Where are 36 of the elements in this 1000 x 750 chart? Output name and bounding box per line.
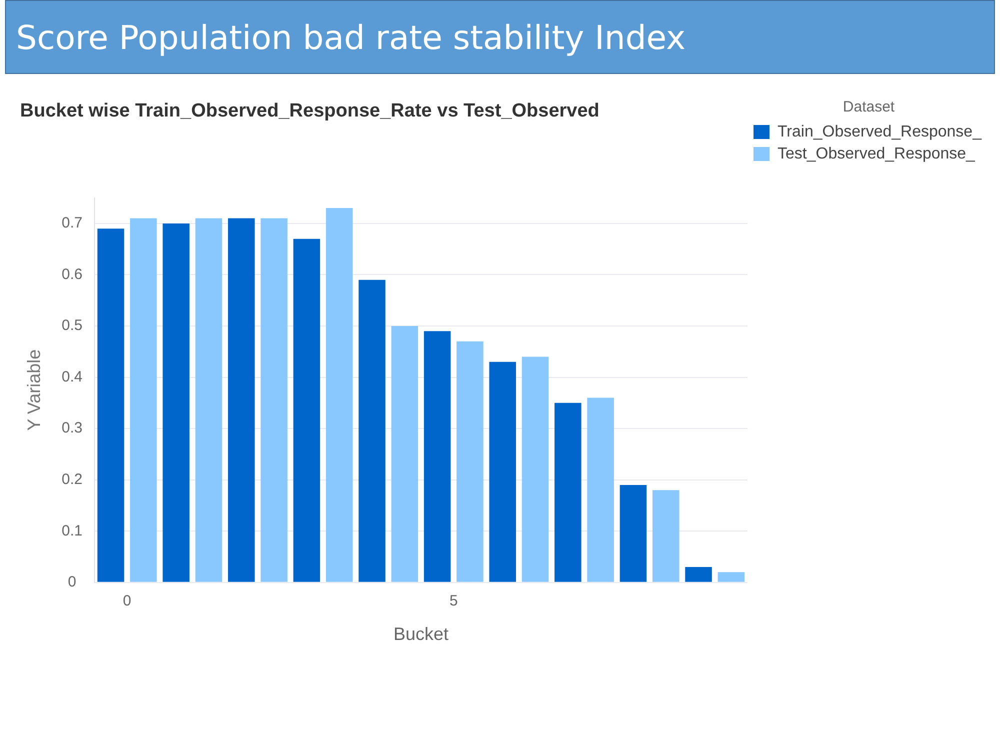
chart-subtitle: Bucket wise Train_Observed_Response_Rate vs Test_Observed — [20, 100, 600, 122]
bar — [391, 326, 418, 582]
bar — [685, 567, 712, 582]
bar — [358, 280, 386, 582]
x-axis-title: Bucket — [393, 624, 448, 644]
legend-label: Test_Observed_Response_ — [778, 145, 976, 162]
y-tick-label: 0.7 — [62, 214, 82, 232]
bar — [130, 218, 157, 582]
bar — [489, 362, 516, 582]
bar — [260, 218, 288, 582]
bar — [97, 228, 124, 582]
y-tick-label: 0.6 — [62, 266, 82, 283]
bar — [587, 398, 614, 582]
y-tick-label: 0.1 — [62, 522, 82, 540]
legend-label: Train_Observed_Response_ — [778, 123, 983, 140]
bar — [424, 331, 451, 582]
y-tick-label: 0.4 — [62, 368, 82, 386]
y-tick-label: 0.3 — [62, 420, 82, 437]
legend-title: Dataset — [842, 98, 896, 116]
bar — [195, 218, 222, 582]
bar — [554, 402, 582, 582]
bar — [162, 223, 190, 582]
bar — [293, 238, 320, 582]
y-tick-label: 0.5 — [62, 317, 82, 334]
y-tick-label: 0 — [68, 574, 76, 591]
bar — [522, 356, 549, 582]
bar — [326, 208, 353, 582]
bar — [718, 572, 745, 582]
chart-title: Score Population bad rate stability Index — [5, 0, 995, 74]
y-tick-label: 0.2 — [62, 470, 82, 488]
bar — [228, 218, 255, 582]
bar — [620, 484, 647, 582]
y-axis-title: Y Variable — [24, 349, 44, 431]
bar — [456, 341, 484, 582]
x-tick-label: 5 — [449, 592, 458, 610]
bar — [652, 490, 680, 582]
